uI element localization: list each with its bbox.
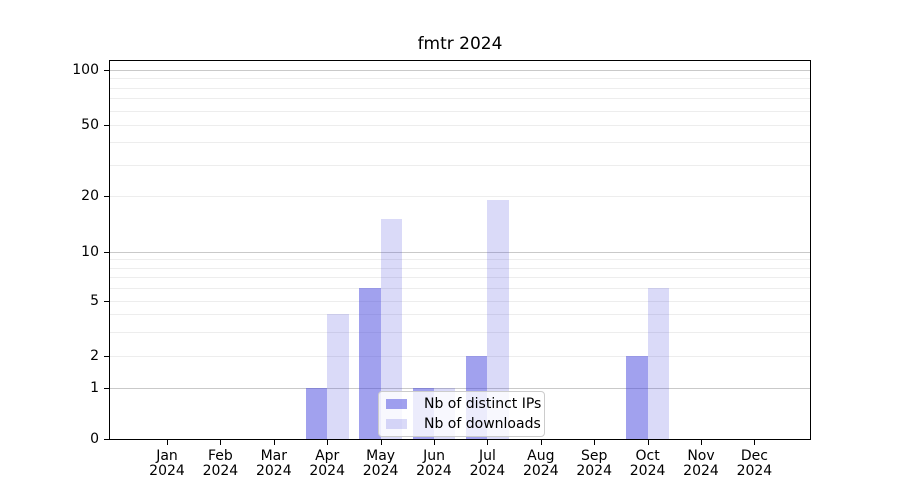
x-tick-mark <box>380 440 382 445</box>
gridline-minor <box>110 110 810 112</box>
gridline-minor <box>110 331 810 333</box>
gridline-minor <box>110 98 810 100</box>
legend-label: Nb of downloads <box>424 415 541 432</box>
bar-distinct-ips <box>626 356 648 439</box>
x-tick-mark <box>701 440 702 445</box>
legend-swatch-icon <box>386 418 407 429</box>
gridline-minor <box>110 196 810 197</box>
gridline-minor <box>110 314 810 316</box>
gridline-minor <box>110 78 810 80</box>
y-tick-mark <box>104 356 109 357</box>
x-tick-label: Feb 2024 <box>202 448 239 479</box>
y-tick-label: 50 <box>81 117 99 133</box>
x-tick-label: May 2024 <box>362 448 399 479</box>
y-tick-mark <box>104 439 109 440</box>
bar-downloads <box>487 200 509 439</box>
gridline-minor <box>110 142 810 144</box>
y-tick-mark <box>104 196 109 197</box>
legend: Nb of distinct IPs Nb of downloads <box>378 391 545 437</box>
gridline-minor <box>110 87 810 89</box>
bar-downloads <box>327 314 349 439</box>
plot-border <box>109 60 811 440</box>
legend-item: Nb of downloads <box>386 416 541 433</box>
gridline-minor <box>110 259 810 261</box>
legend-item: Nb of distinct IPs <box>386 396 541 413</box>
gridline-major <box>110 388 810 389</box>
chart-title: fmtr 2024 <box>417 34 503 54</box>
x-tick-mark <box>167 440 168 445</box>
gridline-minor <box>110 125 810 126</box>
bar-distinct-ips <box>359 288 381 439</box>
x-tick-label: Jul 2024 <box>469 448 506 479</box>
x-tick-label: Apr 2024 <box>309 448 345 479</box>
gridline-major <box>110 70 810 71</box>
bar-distinct-ips <box>305 388 328 439</box>
y-tick-mark <box>104 252 109 253</box>
x-tick-label: Mar 2024 <box>255 448 292 479</box>
x-tick-mark <box>647 440 649 445</box>
gridline-minor <box>110 356 810 357</box>
y-tick-label: 1 <box>90 380 99 396</box>
x-tick-mark <box>327 440 329 445</box>
x-tick-mark <box>273 440 275 445</box>
x-tick-label: Jun 2024 <box>416 448 452 479</box>
gridline-minor <box>110 267 810 269</box>
x-tick-mark <box>594 440 596 445</box>
x-tick-label: Oct 2024 <box>629 448 666 479</box>
y-tick-label: 10 <box>81 244 99 260</box>
gridline-minor <box>110 277 810 279</box>
y-tick-label: 0 <box>90 431 99 447</box>
y-tick-label: 100 <box>72 62 99 78</box>
x-tick-label: Sep 2024 <box>576 448 612 479</box>
x-tick-mark <box>540 440 542 445</box>
bar-downloads <box>380 219 402 439</box>
x-tick-label: Jan 2024 <box>149 448 185 479</box>
y-tick-mark <box>104 301 109 302</box>
x-tick-mark <box>754 440 756 445</box>
legend-swatch-icon <box>386 399 407 410</box>
x-tick-mark <box>487 440 489 445</box>
legend-label: Nb of distinct IPs <box>424 396 542 413</box>
x-tick-mark <box>220 440 222 445</box>
bar-downloads <box>647 288 669 439</box>
x-tick-label: Dec 2024 <box>736 448 773 479</box>
x-tick-label: Nov 2024 <box>683 448 719 479</box>
gridline-minor <box>110 301 810 302</box>
y-tick-mark <box>104 388 109 389</box>
x-tick-mark <box>434 440 435 445</box>
y-tick-mark <box>104 70 109 71</box>
gridline-minor <box>110 288 810 290</box>
y-tick-mark <box>104 125 109 126</box>
gridline-minor <box>110 164 810 166</box>
gridline-major <box>110 252 810 253</box>
y-tick-label: 2 <box>90 348 99 364</box>
y-tick-label: 20 <box>81 188 99 204</box>
x-tick-label: Aug 2024 <box>522 448 559 479</box>
y-tick-label: 5 <box>90 293 99 309</box>
